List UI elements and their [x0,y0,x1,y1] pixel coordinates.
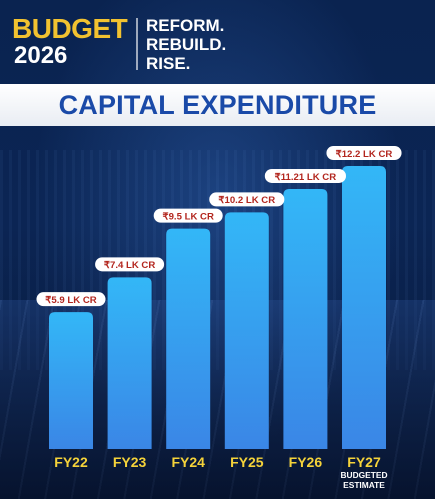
tagline-line-3: RISE. [146,54,191,73]
data-label-fy22: ₹5.9 LK CR [45,295,96,306]
data-label-pill [326,146,402,160]
data-label-pill [264,168,346,183]
data-label-pill [36,292,106,307]
data-label-fy24: ₹9.5 LK CR [162,211,213,222]
data-label-fy27: ₹12.2 LK CR [336,149,393,160]
bar-fy22 [49,312,93,449]
bar-fy27 [342,166,386,449]
category-label-fy25: FY25 [230,454,264,470]
bar-fy26 [283,188,328,449]
category-label-fy24: FY24 [171,454,205,470]
data-label-fy25: ₹10.2 LK CR [218,195,275,206]
bar-fy25 [224,212,269,449]
tagline-line-1: REFORM. [146,16,225,35]
data-label-fy26: ₹11.21 LK CR [275,172,337,183]
bars-layer [49,166,386,449]
logo-year: 2026 [14,42,68,69]
data-labels-layer: ₹5.9 LK CR ₹7.4 LK CR ₹9.5 LK CR ₹10.2 LK C… [36,146,402,307]
category-sublabel: ESTIMATE [343,480,385,490]
category-label-fy27: FY27 [347,454,381,470]
bar-fy24 [166,228,211,449]
chart-title: CAPITAL EXPENDITURE [58,89,377,120]
bar-fy23 [107,277,152,449]
category-sublabel: BUDGETED [341,470,388,480]
data-label-pill [153,208,223,223]
logo-divider [136,18,138,70]
title-banner: CAPITAL EXPENDITURE [0,84,435,126]
logo-budget-word: BUDGET [12,13,128,44]
category-label-fy26: FY26 [289,454,323,470]
tagline-line-2: REBUILD. [146,35,227,54]
data-label-pill [95,257,165,272]
data-label-fy23: ₹7.4 LK CR [104,260,155,271]
data-label-pill [209,192,285,207]
tagline: REFORM. REBUILD. RISE. [146,16,256,73]
category-label-fy23: FY23 [113,454,147,470]
category-label-fy22: FY22 [54,454,88,470]
